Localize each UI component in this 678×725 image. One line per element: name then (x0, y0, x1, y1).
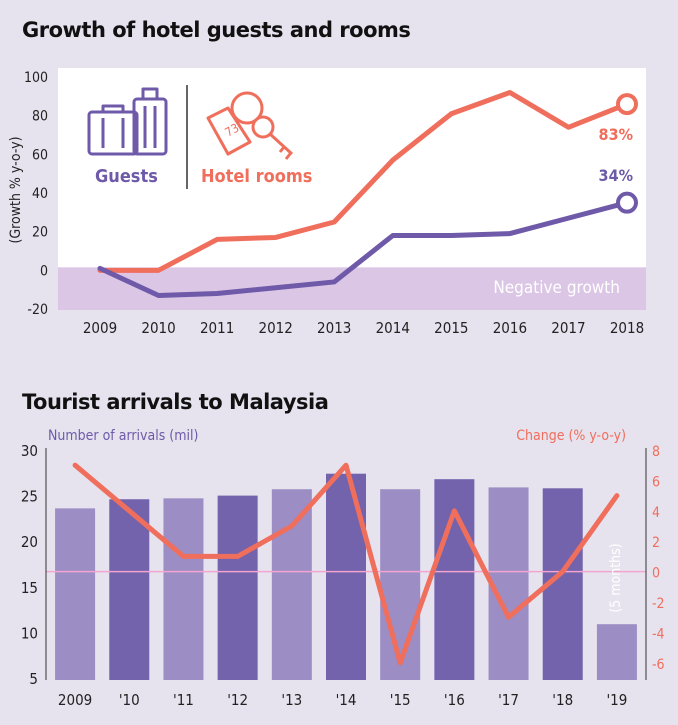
arrivals-bar (596, 624, 637, 680)
x-tick-label: '11 (173, 691, 194, 709)
x-axis-ticks: 2009 2010 2011 2012 2013 2014 2015 2016 2017 2018 (83, 319, 644, 337)
y-tick-label: 20 (21, 533, 38, 551)
x-tick-label: '15 (390, 691, 411, 709)
arrival-bars (55, 473, 637, 680)
series-line-guests (97, 200, 630, 298)
y2-tick-label: 0 (652, 566, 660, 582)
arrivals-bar (380, 489, 421, 680)
change-line (72, 462, 620, 666)
y-tick-label: 15 (21, 579, 38, 597)
negative-growth-label: Negative growth (493, 278, 620, 298)
arrivals-bar (326, 473, 366, 680)
right-axis-label: Change (% y-o-y) (516, 428, 626, 444)
rooms-legend-label: Hotel rooms (201, 166, 312, 187)
x-tick-label: 2009 (58, 691, 92, 709)
x-tick-label: '16 (444, 691, 465, 709)
x-tick-label: 2012 (258, 319, 292, 337)
guests-end-label: 34% (599, 166, 633, 185)
series-line-hotel-rooms (97, 89, 630, 273)
y-axis-label: (Growth % y-o-y) (8, 136, 24, 243)
x-tick-label: 2010 (141, 319, 175, 337)
x-tick-label: '13 (281, 691, 302, 709)
x-tick-label: '12 (227, 691, 248, 709)
y-tick-label: -20 (27, 302, 48, 318)
x-tick-label: '17 (498, 691, 519, 709)
x-tick-label: 2018 (610, 319, 644, 337)
suitcase-icon (87, 87, 168, 156)
y-tick-label: 60 (32, 147, 48, 163)
x-tick-label: 2013 (317, 319, 351, 337)
y-tick-label: 20 (32, 225, 48, 241)
x-tick-label: '19 (606, 691, 627, 709)
x-tick-label: 2011 (200, 319, 234, 337)
y-tick-label: 100 (24, 70, 48, 86)
y2-tick-label: -6 (652, 657, 665, 673)
svg-text:73: 73 (223, 121, 242, 140)
left-axis-label: Number of arrivals (mil) (48, 428, 198, 444)
y2-tick-label: -4 (652, 626, 665, 642)
y-tick-label: 10 (21, 624, 38, 642)
y-tick-label: 30 (21, 442, 38, 460)
tourist-arrivals-panel: Tourist arrivals to Malaysia 30 25 20 15 10 5… (0, 368, 678, 725)
arrivals-bar (488, 487, 529, 680)
y-axis-ticks: 100 80 60 40 20 0 -20 (24, 70, 48, 318)
y2-tick-label: 8 (652, 444, 660, 460)
series-lines (97, 89, 638, 298)
x-tick-label: 2017 (551, 319, 585, 337)
y2-tick-label: 2 (652, 535, 660, 551)
x-tick-label: 2015 (434, 319, 468, 337)
guests-legend-label: Guests (95, 166, 158, 187)
hotel-growth-chart: 100 80 60 40 20 0 -20 2009 2010 2011 2012 2013 2014… (8, 68, 646, 337)
y-tick-label: 80 (32, 109, 48, 125)
arrivals-bar (271, 489, 312, 680)
y-tick-label: 5 (29, 670, 38, 688)
chart1-title: Growth of hotel guests and rooms (22, 18, 411, 42)
x-tick-label: '14 (336, 691, 357, 709)
x-axis-ticks: 2009 '10 '11 '12 '13 '14 '15 '16 '17 '18 '19 (58, 691, 627, 709)
x-tick-label: '10 (119, 691, 140, 709)
hotel-growth-panel: Growth of hotel guests and rooms 100 80 60… (0, 0, 678, 352)
y-tick-label: 25 (21, 488, 38, 506)
y2-tick-label: 6 (652, 474, 660, 490)
y-tick-label: 0 (40, 263, 48, 279)
y-tick-label: 40 (32, 186, 48, 202)
arrivals-bar (163, 498, 204, 680)
rooms-end-label: 83% (599, 125, 633, 144)
hotel-key-icon: 73 (206, 91, 294, 160)
arrivals-bar (55, 508, 96, 680)
series-end-marker (616, 93, 638, 116)
left-axis-ticks: 30 25 20 15 10 5 (21, 442, 38, 688)
chart2-title: Tourist arrivals to Malaysia (22, 390, 329, 414)
y2-tick-label: -2 (652, 596, 665, 612)
arrivals-bar (109, 499, 150, 680)
y2-tick-label: 4 (652, 505, 660, 521)
x-tick-label: 2009 (83, 319, 117, 337)
x-tick-label: '18 (552, 691, 573, 709)
x-tick-label: 2014 (376, 319, 410, 337)
partial-year-note: (5 months) (608, 543, 624, 612)
arrivals-bar (217, 495, 258, 680)
x-tick-label: 2016 (493, 319, 527, 337)
negative-growth-band (58, 267, 646, 310)
series-end-marker (616, 191, 638, 214)
right-axis-ticks: 8 6 4 2 0 -2 -4 -6 (652, 444, 665, 673)
